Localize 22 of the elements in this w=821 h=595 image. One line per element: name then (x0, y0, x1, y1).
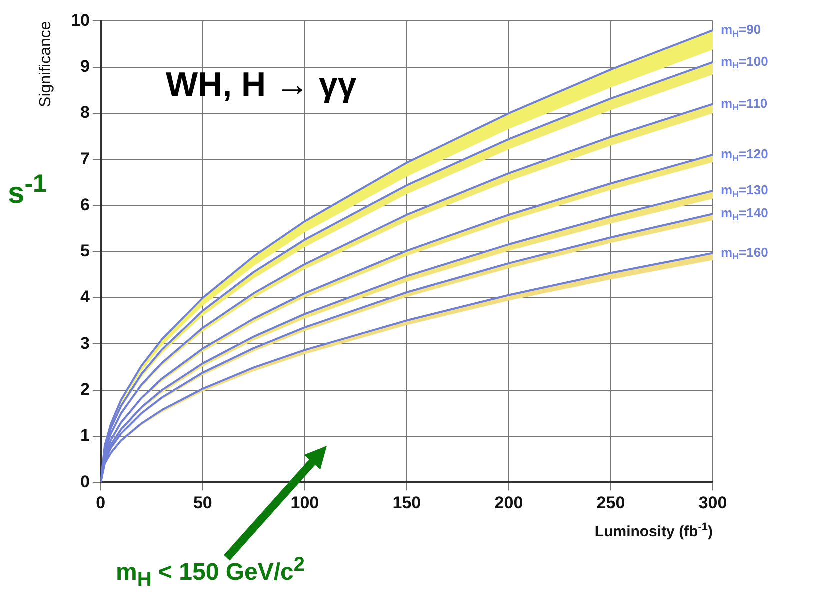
x-tick-label: 150 (392, 493, 422, 512)
y-tick-label: 0 (80, 472, 90, 492)
x-tick-label: 250 (596, 493, 626, 512)
y-tick-label: 10 (70, 10, 90, 30)
y-tick-label: 8 (80, 103, 90, 122)
x-tick-label: 50 (193, 493, 212, 512)
x-tick-label: 200 (494, 493, 524, 512)
x-tick-label: 0 (96, 493, 106, 512)
y-axis-title: Significance (37, 21, 54, 108)
text: s$^{-1}$ (8, 170, 47, 211)
annotation: WH, H → γγ (166, 66, 357, 105)
x-tick-label: 100 (290, 493, 320, 512)
y-tick-label: 7 (80, 149, 90, 168)
text: m$_{H}$ < 150 GeV/c$^{2}$ (116, 554, 306, 592)
y-tick-label: 6 (80, 195, 90, 214)
y-tick-label: 5 (80, 242, 90, 261)
y-tick-label: 3 (80, 334, 90, 353)
x-tick-label: 300 (698, 493, 728, 512)
y-tick-label: 4 (80, 288, 90, 307)
y-tick-label: 9 (80, 57, 90, 76)
y-tick-label: 2 (80, 380, 90, 400)
y-tick-label: 1 (80, 426, 90, 446)
